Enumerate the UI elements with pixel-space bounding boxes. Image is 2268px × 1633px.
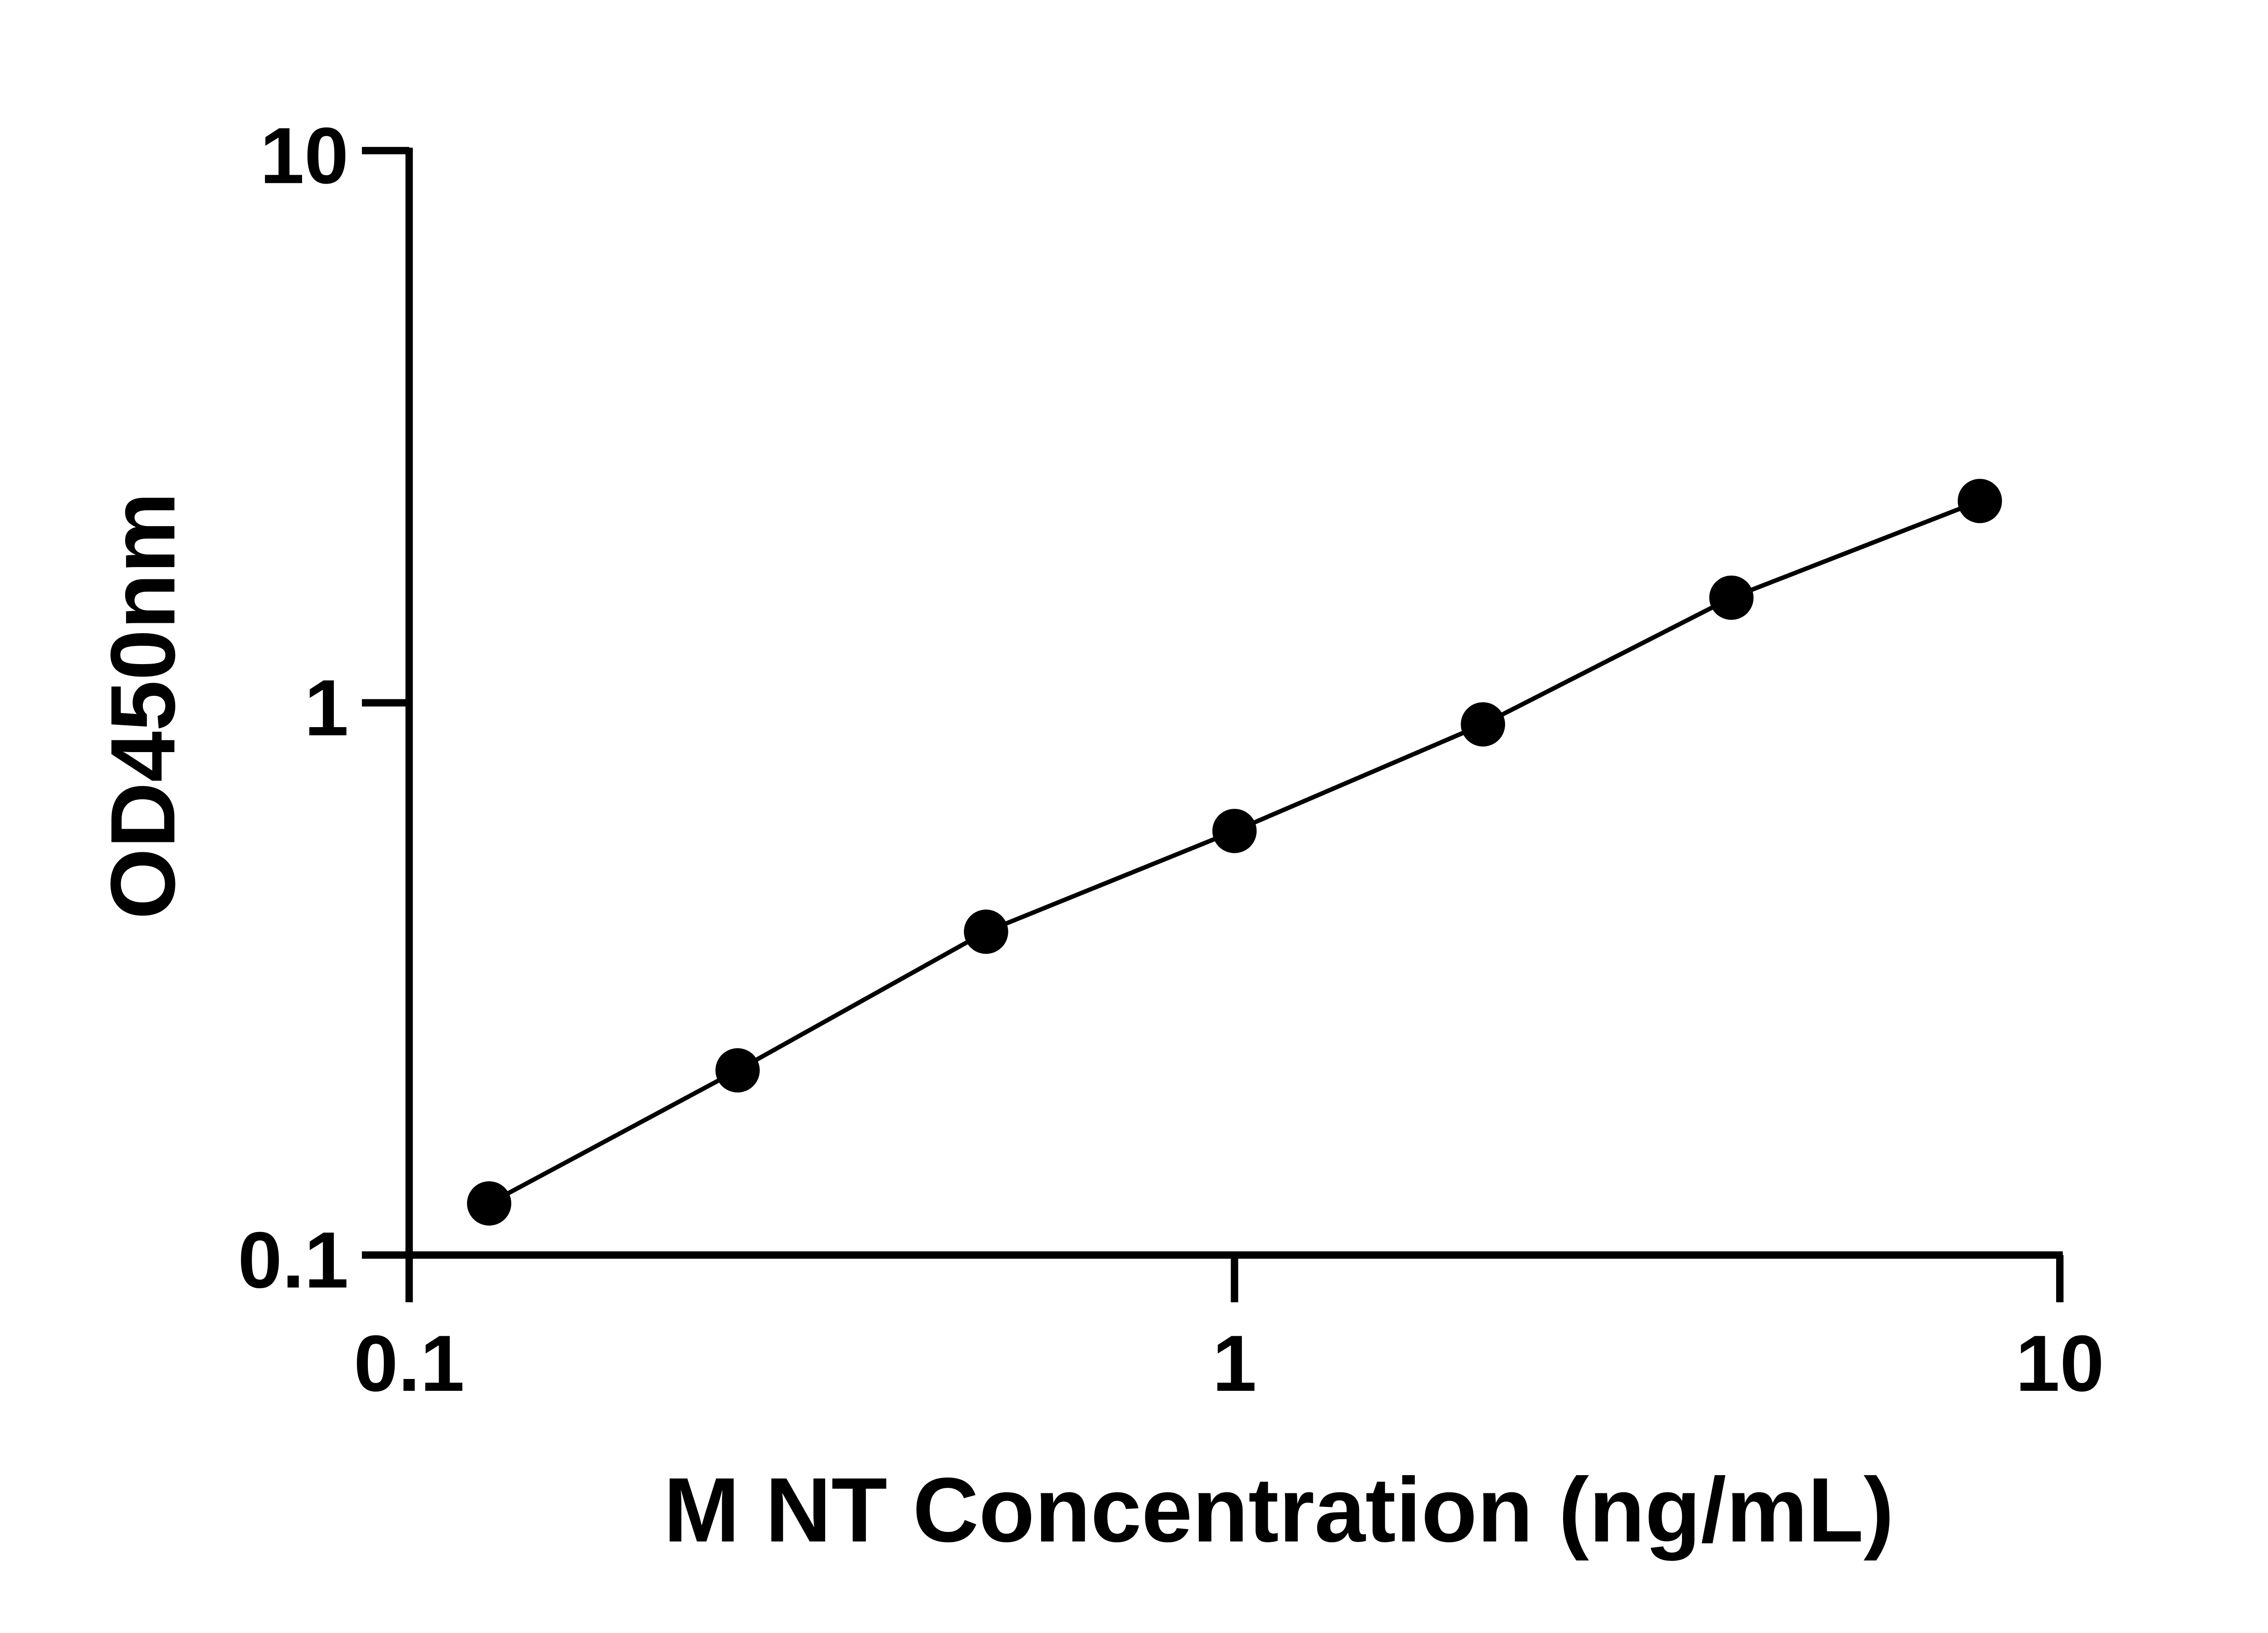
y-tick-label: 1 xyxy=(304,664,349,753)
x-axis-label: M NT Concentration (ng/mL) xyxy=(664,1458,1894,1561)
data-point xyxy=(1212,809,1257,853)
data-point xyxy=(1461,702,1505,747)
y-tick-label: 10 xyxy=(260,112,349,200)
tick-labels: 0.1 1 10 0.1 1 10 xyxy=(238,112,2104,1408)
data-point xyxy=(1709,575,1754,620)
y-tick-label: 0.1 xyxy=(238,1216,348,1305)
data-point xyxy=(715,1048,760,1093)
data-point xyxy=(467,1181,512,1226)
data-point xyxy=(1957,479,2002,523)
x-tick-label: 0.1 xyxy=(354,1319,464,1408)
data-point xyxy=(963,909,1008,954)
ticks xyxy=(362,147,2064,1302)
y-axis-label-text: OD450nm xyxy=(91,492,194,919)
data-points xyxy=(467,479,2002,1226)
x-tick-label: 1 xyxy=(1212,1319,1257,1408)
y-axis-label: OD450nm xyxy=(91,492,194,919)
axes xyxy=(405,147,2063,1259)
x-tick-label: 10 xyxy=(2015,1319,2104,1408)
